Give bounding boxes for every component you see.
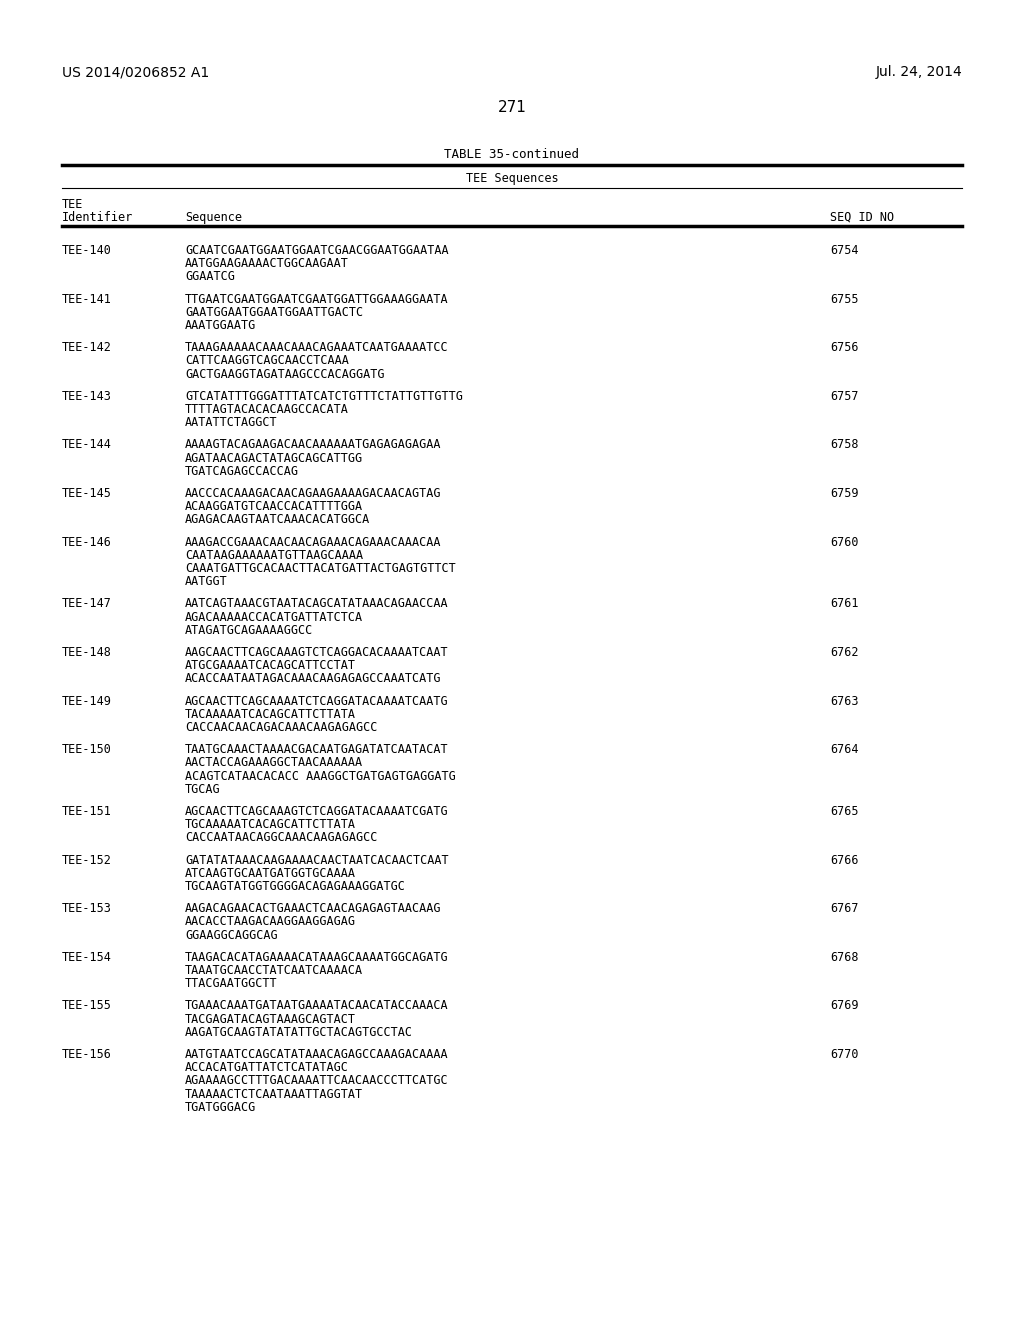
Text: AAAAGTACAGAAGACAACAAAAAATGAGAGAGAGAA: AAAAGTACAGAAGACAACAAAAAATGAGAGAGAGAA <box>185 438 441 451</box>
Text: ACAGTCATAACACACC AAAGGCTGATGAGTGAGGATG: ACAGTCATAACACACC AAAGGCTGATGAGTGAGGATG <box>185 770 456 783</box>
Text: 6762: 6762 <box>830 645 858 659</box>
Text: TEE-152: TEE-152 <box>62 854 112 867</box>
Text: 6770: 6770 <box>830 1048 858 1061</box>
Text: AACTACCAGAAAGGCTAACAAAAAA: AACTACCAGAAAGGCTAACAAAAAA <box>185 756 364 770</box>
Text: TEE Sequences: TEE Sequences <box>466 172 558 185</box>
Text: AATCAGTAAACGTAATACAGCATATAAACAGAACCAA: AATCAGTAAACGTAATACAGCATATAAACAGAACCAA <box>185 598 449 610</box>
Text: TEE-153: TEE-153 <box>62 902 112 915</box>
Text: AACCCACAAAGACAACAGAAGAAAAGACAACAGTAG: AACCCACAAAGACAACAGAAGAAAAGACAACAGTAG <box>185 487 441 500</box>
Text: ATAGATGCAGAAAAGGCC: ATAGATGCAGAAAAGGCC <box>185 624 313 636</box>
Text: TGATGGGACG: TGATGGGACG <box>185 1101 256 1114</box>
Text: AAGATGCAAGTATATATTGCTACAGTGCCTAC: AAGATGCAAGTATATATTGCTACAGTGCCTAC <box>185 1026 413 1039</box>
Text: GTCATATTTGGGATTTATCATCTGTTTCTATTGTTGTTG: GTCATATTTGGGATTTATCATCTGTTTCTATTGTTGTTG <box>185 389 463 403</box>
Text: AGCAACTTCAGCAAAGTCTCAGGATACAAAATCGATG: AGCAACTTCAGCAAAGTCTCAGGATACAAAATCGATG <box>185 805 449 818</box>
Text: TEE-145: TEE-145 <box>62 487 112 500</box>
Text: AGAGACAAGTAATCAAACACATGGCA: AGAGACAAGTAATCAAACACATGGCA <box>185 513 371 527</box>
Text: Sequence: Sequence <box>185 211 242 224</box>
Text: AAGCAACTTCAGCAAAGTCTCAGGACACAAAATCAAT: AAGCAACTTCAGCAAAGTCTCAGGACACAAAATCAAT <box>185 645 449 659</box>
Text: AGAAAAGCCTTTGACAAAATTCAACAACCCTTCATGC: AGAAAAGCCTTTGACAAAATTCAACAACCCTTCATGC <box>185 1074 449 1088</box>
Text: GACTGAAGGTAGATAAGCCCACAGGATG: GACTGAAGGTAGATAAGCCCACAGGATG <box>185 367 384 380</box>
Text: AAAGACCGAAACAACAACAGAAACAGAAACAAACAA: AAAGACCGAAACAACAACAGAAACAGAAACAAACAA <box>185 536 441 549</box>
Text: 6761: 6761 <box>830 598 858 610</box>
Text: TEE-142: TEE-142 <box>62 341 112 354</box>
Text: TEE: TEE <box>62 198 83 211</box>
Text: 6767: 6767 <box>830 902 858 915</box>
Text: TEE-156: TEE-156 <box>62 1048 112 1061</box>
Text: TAATGCAAACTAAAACGACAATGAGATATCAATACAT: TAATGCAAACTAAAACGACAATGAGATATCAATACAT <box>185 743 449 756</box>
Text: CACCAACAACAGACAAACAAGAGAGCC: CACCAACAACAGACAAACAAGAGAGCC <box>185 721 378 734</box>
Text: TEE-149: TEE-149 <box>62 694 112 708</box>
Text: AAGACAGAACACTGAAACTCAACAGAGAGTAACAAG: AAGACAGAACACTGAAACTCAACAGAGAGTAACAAG <box>185 902 441 915</box>
Text: GAATGGAATGGAATGGAATTGACTC: GAATGGAATGGAATGGAATTGACTC <box>185 306 364 319</box>
Text: AGATAACAGACTATAGCAGCATTGG: AGATAACAGACTATAGCAGCATTGG <box>185 451 364 465</box>
Text: GATATATAAACAAGAAAACAACTAATCACAACTCAAT: GATATATAAACAAGAAAACAACTAATCACAACTCAAT <box>185 854 449 867</box>
Text: US 2014/0206852 A1: US 2014/0206852 A1 <box>62 65 209 79</box>
Text: CATTCAAGGTCAGCAACCTCAAA: CATTCAAGGTCAGCAACCTCAAA <box>185 354 349 367</box>
Text: TACAAAAATCACAGCATTCTTATA: TACAAAAATCACAGCATTCTTATA <box>185 708 356 721</box>
Text: 6760: 6760 <box>830 536 858 549</box>
Text: TEE-154: TEE-154 <box>62 950 112 964</box>
Text: 271: 271 <box>498 100 526 115</box>
Text: TEE-146: TEE-146 <box>62 536 112 549</box>
Text: TAAGACACATAGAAAACATAAAGCAAAATGGCAGATG: TAAGACACATAGAAAACATAAAGCAAAATGGCAGATG <box>185 950 449 964</box>
Text: TEE-155: TEE-155 <box>62 999 112 1012</box>
Text: ATGCGAAAATCACAGCATTCCTAT: ATGCGAAAATCACAGCATTCCTAT <box>185 659 356 672</box>
Text: TGCAAAAATCACAGCATTCTTATA: TGCAAAAATCACAGCATTCTTATA <box>185 818 356 832</box>
Text: 6769: 6769 <box>830 999 858 1012</box>
Text: AGACAAAAACCACATGATTATCTCA: AGACAAAAACCACATGATTATCTCA <box>185 611 364 623</box>
Text: CACCAATAACAGGCAAACAAGAGAGCC: CACCAATAACAGGCAAACAAGAGAGCC <box>185 832 378 845</box>
Text: GCAATCGAATGGAATGGAATCGAACGGAATGGAATAA: GCAATCGAATGGAATGGAATCGAACGGAATGGAATAA <box>185 244 449 257</box>
Text: AATATTCTAGGCT: AATATTCTAGGCT <box>185 416 278 429</box>
Text: GGAATCG: GGAATCG <box>185 271 234 284</box>
Text: TEE-147: TEE-147 <box>62 598 112 610</box>
Text: AATGTAATCCAGCATATAAACAGAGCCAAAGACAAAA: AATGTAATCCAGCATATAAACAGAGCCAAAGACAAAA <box>185 1048 449 1061</box>
Text: TAAAAACTCTCAATAAATTAGGTAT: TAAAAACTCTCAATAAATTAGGTAT <box>185 1088 364 1101</box>
Text: ACACCAATAATAGACAAACAAGAGAGCCAAATCATG: ACACCAATAATAGACAAACAAGAGAGCCAAATCATG <box>185 672 441 685</box>
Text: TEE-141: TEE-141 <box>62 293 112 306</box>
Text: ACAAGGATGTCAACCACATTTTGGA: ACAAGGATGTCAACCACATTTTGGA <box>185 500 364 513</box>
Text: TABLE 35-continued: TABLE 35-continued <box>444 148 580 161</box>
Text: 6756: 6756 <box>830 341 858 354</box>
Text: 6768: 6768 <box>830 950 858 964</box>
Text: TAAATGCAACCTATCAATCAAAACA: TAAATGCAACCTATCAATCAAAACA <box>185 964 364 977</box>
Text: AATGGT: AATGGT <box>185 576 227 589</box>
Text: TTTTAGTACACACAAGCCACATA: TTTTAGTACACACAAGCCACATA <box>185 403 349 416</box>
Text: AACACCTAAGACAAGGAAGGAGAG: AACACCTAAGACAAGGAAGGAGAG <box>185 915 356 928</box>
Text: Jul. 24, 2014: Jul. 24, 2014 <box>876 65 962 79</box>
Text: ACCACATGATTATCTCATATAGC: ACCACATGATTATCTCATATAGC <box>185 1061 349 1074</box>
Text: TGCAG: TGCAG <box>185 783 220 796</box>
Text: 6763: 6763 <box>830 694 858 708</box>
Text: 6758: 6758 <box>830 438 858 451</box>
Text: AGCAACTTCAGCAAAATCTCAGGATACAAAATCAATG: AGCAACTTCAGCAAAATCTCAGGATACAAAATCAATG <box>185 694 449 708</box>
Text: AAATGGAATG: AAATGGAATG <box>185 319 256 333</box>
Text: 6754: 6754 <box>830 244 858 257</box>
Text: 6764: 6764 <box>830 743 858 756</box>
Text: Identifier: Identifier <box>62 211 133 224</box>
Text: TGCAAGTATGGTGGGGACAGAGAAAGGATGC: TGCAAGTATGGTGGGGACAGAGAAAGGATGC <box>185 880 406 894</box>
Text: 6766: 6766 <box>830 854 858 867</box>
Text: GGAAGGCAGGCAG: GGAAGGCAGGCAG <box>185 928 278 941</box>
Text: 6757: 6757 <box>830 389 858 403</box>
Text: TAAAGAAAAACAAACAAACAGAAATCAATGAAAATCC: TAAAGAAAAACAAACAAACAGAAATCAATGAAAATCC <box>185 341 449 354</box>
Text: TEE-144: TEE-144 <box>62 438 112 451</box>
Text: ATCAAGTGCAATGATGGTGCAAAA: ATCAAGTGCAATGATGGTGCAAAA <box>185 867 356 880</box>
Text: 6759: 6759 <box>830 487 858 500</box>
Text: CAATAAGAAAAAATGTTAAGCAAAA: CAATAAGAAAAAATGTTAAGCAAAA <box>185 549 364 562</box>
Text: 6755: 6755 <box>830 293 858 306</box>
Text: TGAAACAAATGATAATGAAAATACAACATACCAAACA: TGAAACAAATGATAATGAAAATACAACATACCAAACA <box>185 999 449 1012</box>
Text: TACGAGATACAGTAAAGCAGTACT: TACGAGATACAGTAAAGCAGTACT <box>185 1012 356 1026</box>
Text: TTGAATCGAATGGAATCGAATGGATTGGAAAGGAATA: TTGAATCGAATGGAATCGAATGGATTGGAAAGGAATA <box>185 293 449 306</box>
Text: CAAATGATTGCACAACTTACATGATTACTGAGTGTTCT: CAAATGATTGCACAACTTACATGATTACTGAGTGTTCT <box>185 562 456 576</box>
Text: TEE-143: TEE-143 <box>62 389 112 403</box>
Text: 6765: 6765 <box>830 805 858 818</box>
Text: SEQ ID NO: SEQ ID NO <box>830 211 894 224</box>
Text: TEE-150: TEE-150 <box>62 743 112 756</box>
Text: TEE-148: TEE-148 <box>62 645 112 659</box>
Text: AATGGAAGAAAACTGGCAAGAAT: AATGGAAGAAAACTGGCAAGAAT <box>185 257 349 271</box>
Text: TGATCAGAGCCACCAG: TGATCAGAGCCACCAG <box>185 465 299 478</box>
Text: TEE-140: TEE-140 <box>62 244 112 257</box>
Text: TTACGAATGGCTT: TTACGAATGGCTT <box>185 977 278 990</box>
Text: TEE-151: TEE-151 <box>62 805 112 818</box>
